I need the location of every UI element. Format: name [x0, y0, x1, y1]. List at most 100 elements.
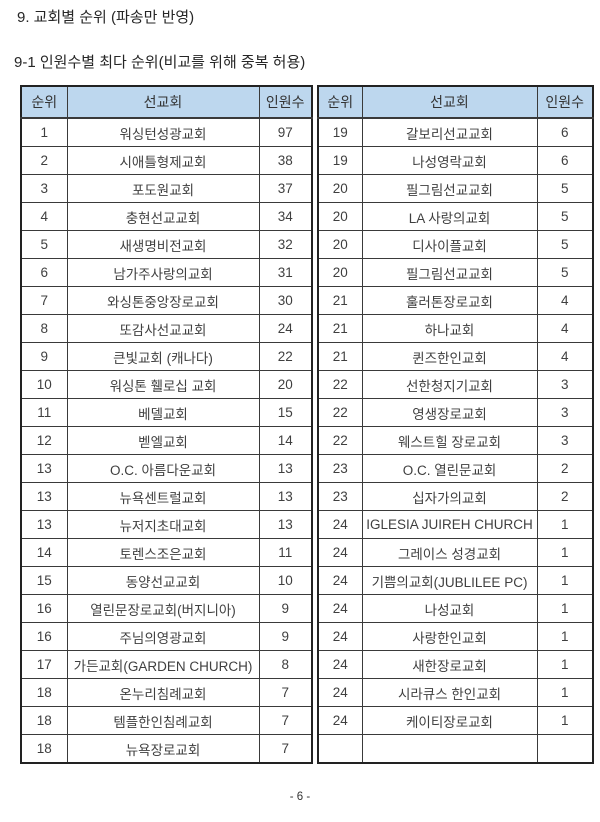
- church-cell: O.C. 아름다운교회: [66, 454, 260, 483]
- table-row: 6 남가주사랑의교회 31: [20, 258, 313, 287]
- rank-cell: 23: [317, 482, 363, 511]
- rank-cell: 22: [317, 370, 363, 399]
- header-row: 순위 선교회 인원수: [20, 85, 313, 119]
- rank-cell: 19: [317, 117, 363, 147]
- count-cell: 11: [258, 538, 313, 567]
- count-cell: 1: [536, 706, 594, 735]
- table-row: 24 사랑한인교회 1: [317, 622, 594, 651]
- table-row: 20 필그림선교교회 5: [317, 258, 594, 287]
- rank-cell: 13: [20, 510, 68, 539]
- count-cell: 15: [258, 398, 313, 427]
- rank-cell: 4: [20, 202, 68, 231]
- table-row: 20 필그림선교교회 5: [317, 174, 594, 203]
- church-cell: 워싱톤 휄로십 교회: [66, 370, 260, 399]
- rank-header: 순위: [317, 85, 363, 119]
- table-row: 21 하나교회 4: [317, 314, 594, 343]
- table-row: 24 새한장로교회 1: [317, 650, 594, 679]
- church-cell: 또감사선교교회: [66, 314, 260, 343]
- rank-cell: 20: [317, 202, 363, 231]
- count-cell: 4: [536, 342, 594, 371]
- church-cell: 케이티장로교회: [361, 706, 538, 735]
- count-cell: 1: [536, 622, 594, 651]
- church-cell: 훌러톤장로교회: [361, 286, 538, 315]
- count-cell: 5: [536, 258, 594, 287]
- count-cell: [536, 734, 594, 764]
- table-row: 22 선한청지기교회 3: [317, 370, 594, 399]
- rank-cell: 9: [20, 342, 68, 371]
- table-row: 12 벧엘교회 14: [20, 426, 313, 455]
- church-cell: 갈보리선교교회: [361, 117, 538, 147]
- section-subtitle: 9-1 인원수별 최다 순위(비교를 위해 중복 허용): [14, 54, 306, 71]
- table-row: 13 뉴욕센트럴교회 13: [20, 482, 313, 511]
- table-row: 22 웨스트힐 장로교회 3: [317, 426, 594, 455]
- church-cell: 나성영락교회: [361, 146, 538, 175]
- table-row: 2 시애틀형제교회 38: [20, 146, 313, 175]
- rank-cell: 8: [20, 314, 68, 343]
- count-cell: 5: [536, 230, 594, 259]
- left-table-body: 1 워싱턴성광교회 97 2 시애틀형제교회 38 3 포도원교회 37 4 충현선교교회 34 5 새생…: [20, 117, 313, 764]
- table-row: 18 온누리침례교회 7: [20, 678, 313, 707]
- table-row: 23 O.C. 열린문교회 2: [317, 454, 594, 483]
- rank-cell: 2: [20, 146, 68, 175]
- church-cell: 동양선교교회: [66, 566, 260, 595]
- church-cell: 퀸즈한인교회: [361, 342, 538, 371]
- table-row: 24 케이티장로교회 1: [317, 706, 594, 735]
- church-cell: 베델교회: [66, 398, 260, 427]
- table-row: 21 훌러톤장로교회 4: [317, 286, 594, 315]
- rank-cell: 24: [317, 566, 363, 595]
- table-row: 5 새생명비전교회 32: [20, 230, 313, 259]
- count-cell: 22: [258, 342, 313, 371]
- rank-cell: 24: [317, 706, 363, 735]
- church-cell: 나성교회: [361, 594, 538, 623]
- church-cell: 새생명비전교회: [66, 230, 260, 259]
- church-cell: [361, 734, 538, 764]
- rank-cell: 20: [317, 174, 363, 203]
- count-cell: 38: [258, 146, 313, 175]
- count-cell: 14: [258, 426, 313, 455]
- rank-cell: 21: [317, 286, 363, 315]
- rank-cell: 13: [20, 454, 68, 483]
- table-row: 9 큰빛교회 (캐나다) 22: [20, 342, 313, 371]
- rank-cell: 10: [20, 370, 68, 399]
- church-cell: 와싱톤중앙장로교회: [66, 286, 260, 315]
- rank-cell: 22: [317, 398, 363, 427]
- rank-cell: 1: [20, 117, 68, 147]
- count-cell: 5: [536, 174, 594, 203]
- church-cell: 십자가의교회: [361, 482, 538, 511]
- church-cell: 남가주사랑의교회: [66, 258, 260, 287]
- rank-cell: 20: [317, 258, 363, 287]
- church-cell: O.C. 열린문교회: [361, 454, 538, 483]
- count-cell: 31: [258, 258, 313, 287]
- rank-header: 순위: [20, 85, 68, 119]
- count-cell: 7: [258, 734, 313, 764]
- church-cell: 새한장로교회: [361, 650, 538, 679]
- count-cell: 2: [536, 454, 594, 483]
- table-row: 17 가든교회(GARDEN CHURCH) 8: [20, 650, 313, 679]
- church-cell: 템플한인침례교회: [66, 706, 260, 735]
- church-cell: LA 사랑의교회: [361, 202, 538, 231]
- church-cell: 뉴욕센트럴교회: [66, 482, 260, 511]
- count-cell: 37: [258, 174, 313, 203]
- church-cell: 충현선교교회: [66, 202, 260, 231]
- count-cell: 1: [536, 594, 594, 623]
- table-row: 3 포도원교회 37: [20, 174, 313, 203]
- rank-cell: 17: [20, 650, 68, 679]
- church-cell: 시라큐스 한인교회: [361, 678, 538, 707]
- table-row: 24 기쁨의교회(JUBLILEE PC) 1: [317, 566, 594, 595]
- count-cell: 13: [258, 510, 313, 539]
- rank-cell: 20: [317, 230, 363, 259]
- rank-cell: 22: [317, 426, 363, 455]
- church-cell: 사랑한인교회: [361, 622, 538, 651]
- page-title: 9. 교회별 순위 (파송만 반영): [17, 9, 195, 26]
- table-row: 20 디사이플교회 5: [317, 230, 594, 259]
- table-row: 14 토렌스조은교회 11: [20, 538, 313, 567]
- table-row: 19 나성영락교회 6: [317, 146, 594, 175]
- count-cell: 3: [536, 370, 594, 399]
- church-cell: 웨스트힐 장로교회: [361, 426, 538, 455]
- rank-cell: 24: [317, 594, 363, 623]
- right-table-body: 19 갈보리선교교회 6 19 나성영락교회 6 20 필그림선교교회 5 20 LA 사랑의교회 5…: [317, 117, 594, 764]
- table-row: 8 또감사선교교회 24: [20, 314, 313, 343]
- count-cell: 9: [258, 622, 313, 651]
- church-cell: 큰빛교회 (캐나다): [66, 342, 260, 371]
- ranking-table-left: 순위 선교회 인원수 1 워싱턴성광교회 97 2 시애틀형제교회 38 3 포도원교회 37 4…: [20, 85, 313, 764]
